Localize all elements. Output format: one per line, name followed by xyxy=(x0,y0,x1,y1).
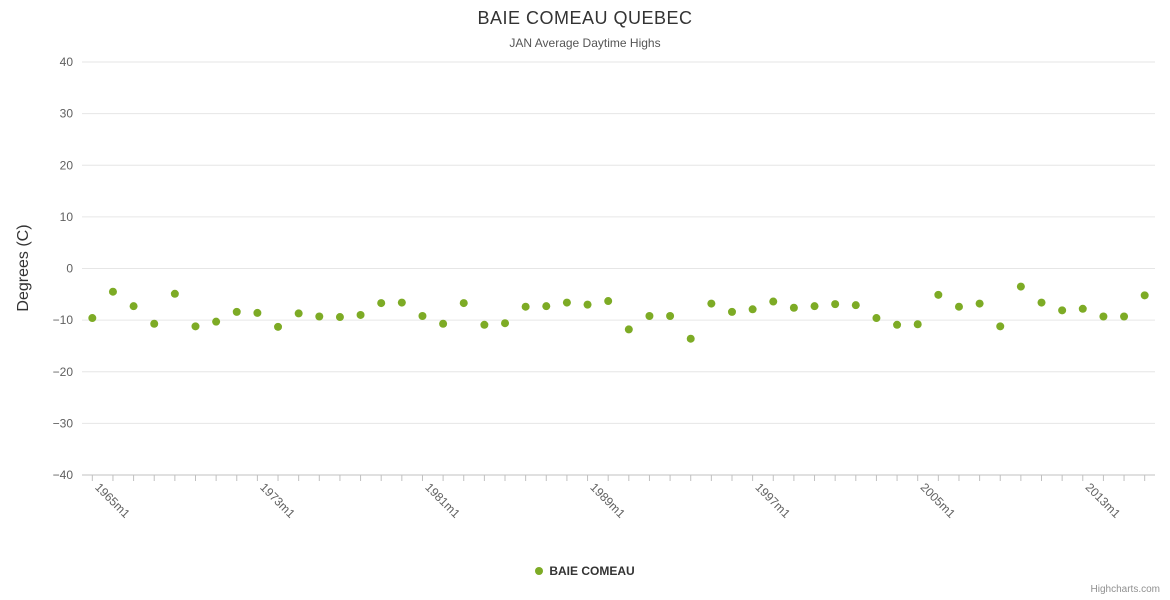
x-axis-tick-label: 2013m1 xyxy=(1083,480,1124,521)
data-point[interactable] xyxy=(191,322,200,331)
y-axis-tick-label: 30 xyxy=(60,107,74,121)
y-axis-tick-label: −20 xyxy=(53,365,74,379)
legend-marker-icon xyxy=(535,567,544,575)
data-point[interactable] xyxy=(501,319,510,328)
data-point[interactable] xyxy=(1099,312,1108,321)
data-point[interactable] xyxy=(645,311,654,320)
data-point[interactable] xyxy=(686,334,695,343)
data-point[interactable] xyxy=(397,298,406,307)
legend-label: BAIE COMEAU xyxy=(549,564,635,578)
x-axis-tick-label: 1989m1 xyxy=(587,480,628,521)
data-point[interactable] xyxy=(150,319,159,328)
data-point[interactable] xyxy=(1016,282,1025,291)
data-point[interactable] xyxy=(975,299,984,308)
y-axis-tick-label: 40 xyxy=(60,55,74,69)
x-axis-tick-label: 1997m1 xyxy=(753,480,794,521)
data-point[interactable] xyxy=(459,299,468,308)
data-point[interactable] xyxy=(294,309,303,318)
data-point[interactable] xyxy=(418,311,427,320)
y-axis-tick-label: 10 xyxy=(60,210,74,224)
data-point[interactable] xyxy=(954,302,963,311)
data-point[interactable] xyxy=(88,314,97,323)
data-point[interactable] xyxy=(913,320,922,329)
x-axis-tick-label: 1981m1 xyxy=(422,480,463,521)
data-point[interactable] xyxy=(1140,291,1149,300)
x-axis-tick-label: 1973m1 xyxy=(257,480,298,521)
data-point[interactable] xyxy=(356,310,365,319)
y-axis-tick-label: −30 xyxy=(53,416,74,430)
data-point[interactable] xyxy=(583,300,592,309)
data-point[interactable] xyxy=(521,302,530,311)
chart-subtitle: JAN Average Daytime Highs xyxy=(509,36,661,50)
data-point[interactable] xyxy=(439,319,448,328)
data-point[interactable] xyxy=(253,308,262,317)
data-point[interactable] xyxy=(129,302,138,311)
data-point[interactable] xyxy=(893,320,902,329)
data-point[interactable] xyxy=(996,322,1005,331)
data-point[interactable] xyxy=(727,307,736,316)
data-point[interactable] xyxy=(604,297,613,306)
x-axis-tick-label: 1965m1 xyxy=(92,480,133,521)
data-point[interactable] xyxy=(335,313,344,322)
y-axis-tick-label: 20 xyxy=(60,158,74,172)
data-point[interactable] xyxy=(934,290,943,299)
data-point[interactable] xyxy=(666,311,675,320)
data-point[interactable] xyxy=(562,298,571,307)
data-point[interactable] xyxy=(624,325,633,334)
data-point[interactable] xyxy=(1058,306,1067,315)
data-point[interactable] xyxy=(831,300,840,309)
legend-item[interactable]: BAIE COMEAU xyxy=(0,564,1170,578)
data-point[interactable] xyxy=(232,307,241,316)
data-point[interactable] xyxy=(212,317,221,326)
y-axis-tick-label: −40 xyxy=(53,468,74,482)
data-point[interactable] xyxy=(789,303,798,312)
data-point[interactable] xyxy=(707,299,716,308)
data-point[interactable] xyxy=(872,314,881,323)
data-point[interactable] xyxy=(108,287,117,296)
data-point[interactable] xyxy=(810,302,819,311)
x-axis-tick-label: 2005m1 xyxy=(918,480,959,521)
data-point[interactable] xyxy=(377,299,386,308)
data-point[interactable] xyxy=(315,312,324,321)
data-point[interactable] xyxy=(748,305,757,314)
data-point[interactable] xyxy=(170,289,179,298)
y-axis-tick-label: −10 xyxy=(53,313,74,327)
data-point[interactable] xyxy=(1078,304,1087,313)
data-point[interactable] xyxy=(480,320,489,329)
highcharts-credit-link[interactable]: Highcharts.com xyxy=(1090,584,1160,595)
data-point[interactable] xyxy=(274,322,283,331)
data-point[interactable] xyxy=(542,302,551,311)
y-axis-tick-label: 0 xyxy=(66,262,73,276)
data-point[interactable] xyxy=(1120,312,1129,321)
data-point[interactable] xyxy=(1037,298,1046,307)
data-point[interactable] xyxy=(769,297,778,306)
chart-title: BAIE COMEAU QUEBEC xyxy=(477,8,693,28)
data-point[interactable] xyxy=(851,301,860,310)
